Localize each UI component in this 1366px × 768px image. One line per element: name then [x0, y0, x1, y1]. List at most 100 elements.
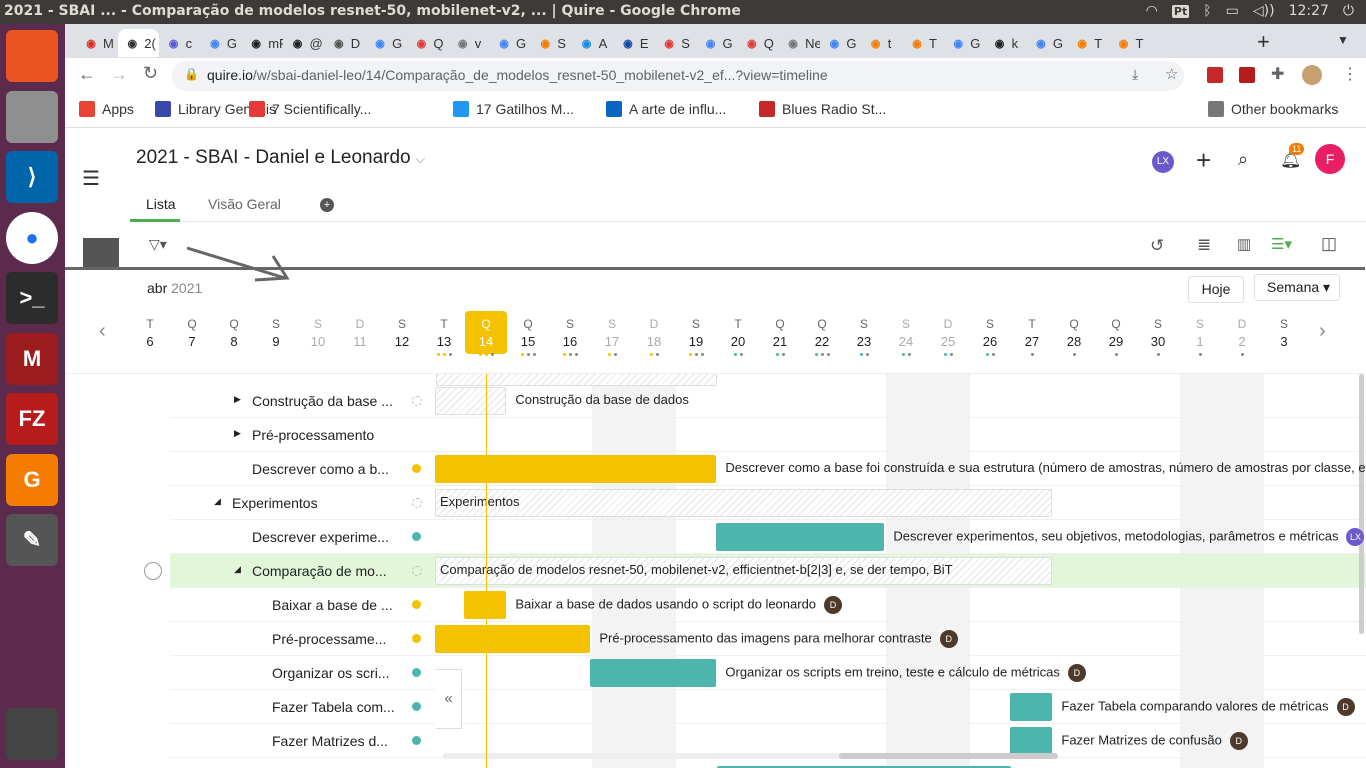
assignee-avatar[interactable]: D	[939, 630, 958, 648]
range-select[interactable]: Semana ▾	[1254, 274, 1340, 301]
browser-tab[interactable]: ◉ mR	[242, 29, 283, 57]
day-column-header[interactable]: S 10	[297, 316, 339, 357]
task-bar[interactable]	[1010, 727, 1053, 755]
task-name[interactable]: Organizar os scri...	[272, 665, 390, 681]
collapse-arrow-icon[interactable]: ◢	[214, 496, 221, 506]
bookmark-item[interactable]: A arte de influ...	[606, 101, 726, 117]
task-bar[interactable]	[435, 455, 717, 483]
task-name[interactable]: Pré-processame...	[272, 631, 387, 647]
clock[interactable]: 12:27	[1288, 3, 1329, 19]
reload-icon[interactable]: ↻	[143, 63, 159, 83]
browser-tab[interactable]: ◉ G	[1027, 29, 1068, 57]
task-name[interactable]: Baixar a base de ...	[272, 597, 393, 613]
prev-week-icon[interactable]: ‹	[99, 320, 106, 342]
task-row[interactable]: ◢ Experimentos	[170, 486, 1366, 520]
collapse-panel-button[interactable]: «	[436, 669, 462, 729]
task-bar[interactable]	[464, 591, 507, 619]
day-column-header[interactable]: S 26	[969, 316, 1011, 357]
day-column-header[interactable]: S 19	[675, 316, 717, 357]
bookmark-item[interactable]: 17 Gatilhos M...	[453, 101, 574, 117]
browser-tab[interactable]: ◉ G	[697, 29, 738, 57]
task-status-dot[interactable]	[412, 566, 422, 576]
add-view-icon[interactable]: +	[320, 198, 334, 212]
profile-avatar-icon[interactable]	[1302, 65, 1322, 85]
task-bar[interactable]	[590, 659, 717, 687]
launcher-trash-icon[interactable]	[6, 708, 58, 760]
browser-tab[interactable]: ◉ G	[820, 29, 861, 57]
task-bar[interactable]	[435, 557, 1053, 585]
extension-grid-icon[interactable]	[1239, 67, 1255, 83]
task-bar[interactable]	[716, 523, 885, 551]
browser-menu-icon[interactable]: ⋮	[1342, 66, 1358, 83]
extensions-puzzle-icon[interactable]: ✚	[1271, 66, 1285, 83]
collapse-arrow-icon[interactable]: ◢	[234, 564, 241, 574]
day-column-header[interactable]: S 16	[549, 316, 591, 357]
assignee-avatar[interactable]: D	[1067, 664, 1086, 682]
browser-tab[interactable]: ◉ Q	[407, 29, 448, 57]
day-column-header[interactable]: D 25	[927, 316, 969, 357]
day-column-header[interactable]: S 24	[885, 316, 927, 357]
tab-visao-geral[interactable]: Visão Geral	[208, 196, 281, 212]
day-column-header[interactable]: Q 29	[1095, 316, 1137, 357]
hamburger-menu-icon[interactable]: ☰	[82, 168, 100, 190]
task-status-dot[interactable]	[412, 600, 421, 609]
browser-tab[interactable]: ◉ S	[531, 29, 572, 57]
browser-tab[interactable]: ◉ v	[449, 29, 490, 57]
side-panel-icon[interactable]: ◫	[1321, 234, 1338, 253]
launcher-chrome-icon[interactable]: ●	[6, 211, 58, 264]
browser-tab[interactable]: ◉ G	[490, 29, 531, 57]
day-column-header[interactable]: D 18	[633, 316, 675, 357]
task-name[interactable]: Fazer Matrizes d...	[272, 733, 388, 749]
task-name[interactable]: Pré-processamento	[252, 427, 375, 443]
assignee-avatar[interactable]: D	[1336, 698, 1355, 716]
scrollbar-thumb[interactable]	[839, 753, 1058, 759]
undo-icon[interactable]: ↺	[1150, 236, 1165, 255]
task-name[interactable]: Experimentos	[232, 495, 318, 511]
search-icon[interactable]: ⌕	[1238, 149, 1249, 169]
tab-lista[interactable]: Lista	[146, 196, 176, 212]
task-row[interactable]: Organizar os scri...	[170, 656, 1366, 690]
task-name[interactable]: Construção da base ...	[252, 393, 393, 409]
browser-tab[interactable]: ◉ t	[862, 29, 903, 57]
bookmark-item[interactable]: 7 Scientifically...	[249, 101, 371, 117]
task-bar[interactable]	[1010, 693, 1053, 721]
browser-tab[interactable]: ◉ New	[779, 29, 820, 57]
browser-tab[interactable]: ◉ S	[655, 29, 696, 57]
task-row[interactable]: Fazer Tabela com...	[170, 690, 1366, 724]
day-column-header[interactable]: S 23	[843, 316, 885, 357]
user-badge[interactable]: LX	[1152, 151, 1174, 173]
back-icon[interactable]: ←	[78, 64, 96, 84]
task-name[interactable]: Descrever experime...	[252, 529, 389, 545]
day-column-header[interactable]: T 27	[1011, 316, 1053, 357]
task-bar[interactable]	[435, 625, 591, 653]
browser-tab[interactable]: ◉ k	[986, 29, 1027, 57]
launcher-files-icon[interactable]	[6, 90, 58, 143]
task-bar[interactable]	[435, 387, 507, 415]
task-row[interactable]: Descrever experime...	[170, 520, 1366, 554]
task-row[interactable]: ▶ Construção da base ...	[170, 384, 1366, 418]
day-column-header[interactable]: Q 21	[759, 316, 801, 357]
browser-tab[interactable]: ◉ A	[573, 29, 614, 57]
task-name[interactable]: Comparação de mo...	[252, 563, 387, 579]
tab-search-icon[interactable]: ▼	[1337, 33, 1349, 47]
bookmark-item[interactable]: Blues Radio St...	[759, 101, 886, 117]
chevron-down-icon[interactable]: ⌵	[415, 152, 426, 166]
browser-tab[interactable]: ◉ E	[614, 29, 655, 57]
day-column-header[interactable]: Q 14	[465, 311, 507, 356]
day-column-header[interactable]: Q 22	[801, 316, 843, 357]
task-status-dot[interactable]	[412, 702, 421, 711]
volume-icon[interactable]: ◁))	[1252, 3, 1275, 19]
filter-icon[interactable]: ▽▾	[149, 236, 167, 252]
task-name[interactable]: Fazer Tabela com...	[272, 699, 395, 715]
project-title[interactable]: 2021 - SBAI - Daniel e Leonardo ⌵	[136, 147, 425, 169]
task-row[interactable]: Pré-processame...	[170, 622, 1366, 656]
wifi-icon[interactable]: ◠	[1145, 3, 1158, 19]
task-status-dot[interactable]	[412, 668, 421, 677]
vertical-scrollbar[interactable]	[1359, 374, 1364, 634]
